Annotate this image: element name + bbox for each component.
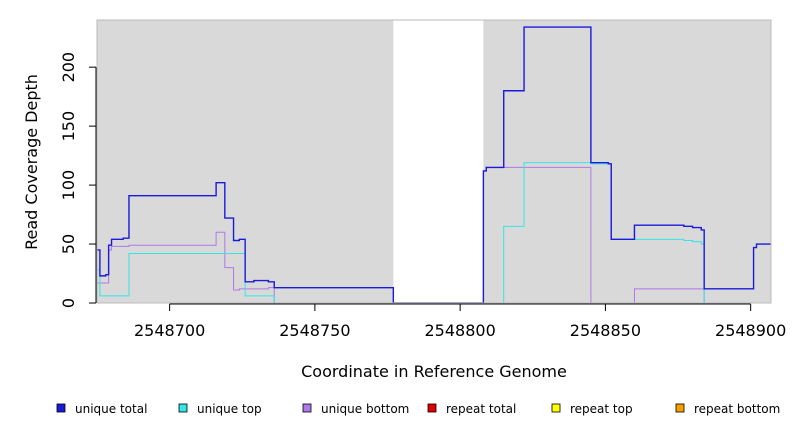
x-tick-label: 2548700	[134, 321, 205, 340]
legend-label-repeat-total: repeat total	[446, 402, 516, 416]
legend-swatch-unique-total	[56, 403, 66, 413]
y-axis-label: Read Coverage Depth	[22, 74, 41, 250]
plot-frame	[96, 19, 772, 304]
y-axis: 0 50 100 150 200	[59, 52, 97, 308]
legend-swatch-repeat-top	[551, 403, 561, 413]
legend-label-unique-bottom: unique bottom	[321, 402, 409, 416]
legend: unique total unique top unique bottom repea…	[56, 402, 780, 416]
y-tick-label: 50	[59, 234, 78, 254]
y-tick-label: 100	[59, 170, 78, 201]
series-line-unique-total	[97, 26, 771, 304]
legend-swatch-unique-bottom	[302, 403, 312, 413]
y-tick-label: 150	[59, 111, 78, 142]
x-tick-label: 2548800	[425, 321, 496, 340]
x-axis: 2548700 2548750 2548800 2548850 2548900	[134, 303, 786, 340]
gap-region	[393, 20, 484, 303]
x-axis-label: Coordinate in Reference Genome	[301, 362, 567, 381]
legend-label-unique-total: unique total	[75, 402, 147, 416]
legend-swatch-unique-top	[178, 403, 188, 413]
x-tick-label: 2548750	[279, 321, 350, 340]
series-line-unique-top	[97, 162, 771, 304]
legend-label-repeat-bottom: repeat bottom	[694, 402, 780, 416]
x-tick-label: 2548900	[715, 321, 786, 340]
legend-swatch-repeat-bottom	[675, 403, 685, 413]
legend-swatch-repeat-total	[427, 403, 437, 413]
y-tick-label: 200	[59, 52, 78, 83]
x-tick-label: 2548850	[570, 321, 641, 340]
legend-label-unique-top: unique top	[197, 402, 262, 416]
legend-label-repeat-top: repeat top	[570, 402, 633, 416]
y-tick-label: 0	[59, 298, 78, 308]
